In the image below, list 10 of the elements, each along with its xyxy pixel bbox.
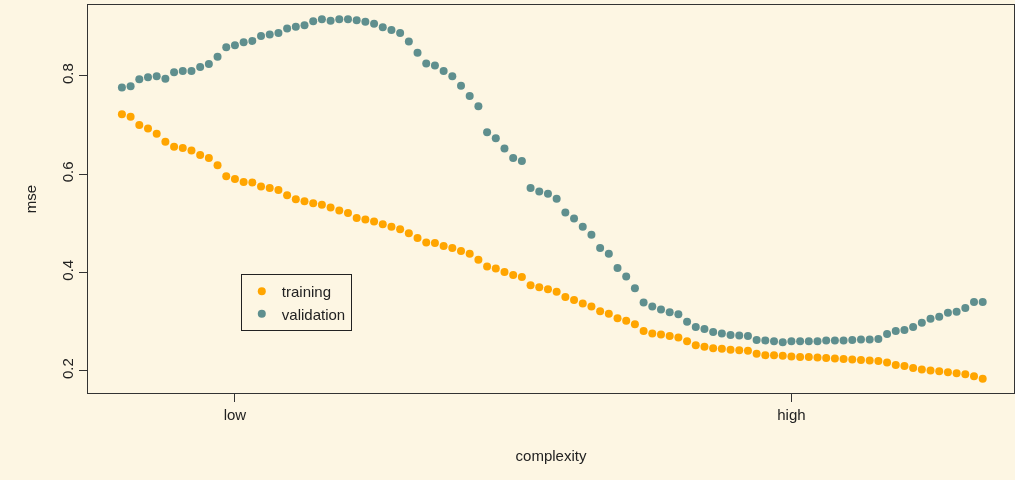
x-tick-label: low [223,406,247,423]
y-tick-label: 0.6 [59,161,76,183]
legend-label: validation [281,305,346,323]
y-tick-label: 0.4 [59,259,76,281]
y-tick-label: 0.8 [59,63,76,84]
y-tick-label: 0.2 [59,358,76,380]
x-axis-title: complexity [515,447,587,464]
x-tick-label: high [777,406,806,423]
y-axis-title: mse [22,184,40,214]
legend-label: training [281,283,331,301]
